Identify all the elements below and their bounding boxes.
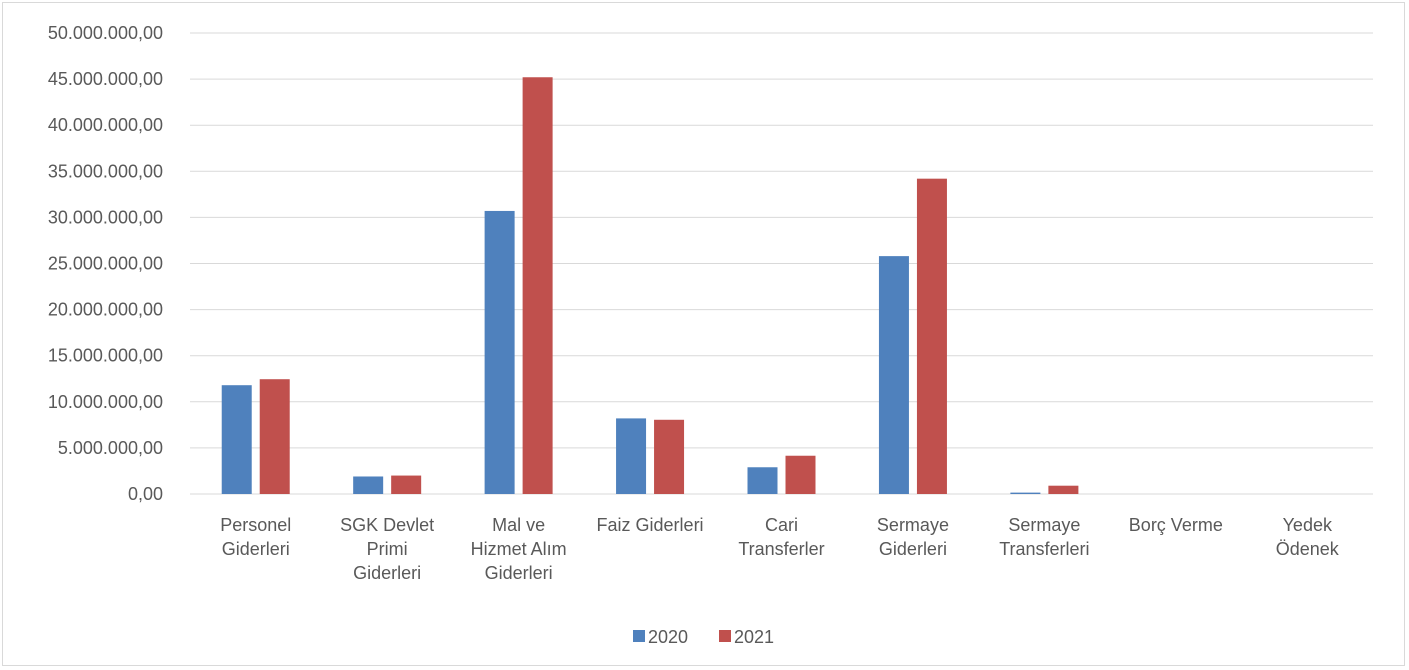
bar-2020-2 [484, 210, 515, 495]
bar-2020-5 [878, 256, 909, 494]
bar-2021-6 [1048, 485, 1079, 494]
category-label: Personel Giderleri [220, 515, 291, 559]
bar-2020-0 [221, 385, 252, 494]
y-tick-label: 0,00 [128, 484, 163, 504]
y-tick-label: 45.000.000,00 [48, 69, 163, 89]
category-label: SGK Devlet Primi Giderleri [340, 515, 434, 583]
y-tick-label: 30.000.000,00 [48, 207, 163, 227]
category-label: Mal ve Hizmet Alım Giderleri [471, 515, 567, 583]
legend-label-2020: 2020 [648, 627, 688, 647]
y-tick-label: 35.000.000,00 [48, 161, 163, 181]
bar-2021-3 [654, 419, 685, 494]
x-axis-category-labels: Personel Giderleri SGK Devlet Primi Giderler… [220, 515, 1340, 583]
y-tick-label: 50.000.000,00 [48, 23, 163, 43]
category-label: Faiz Giderleri [597, 515, 704, 535]
y-tick-label: 15.000.000,00 [48, 346, 163, 366]
y-tick-label: 10.000.000,00 [48, 392, 163, 412]
category-label: Borç Verme [1129, 515, 1223, 535]
legend-label-2021: 2021 [734, 627, 774, 647]
bar-2021-2 [522, 77, 553, 495]
bar-2021-1 [391, 475, 422, 494]
y-tick-label: 5.000.000,00 [58, 438, 163, 458]
legend-swatch-2021 [719, 630, 731, 642]
y-axis-tick-labels: 0,00 5.000.000,00 10.000.000,00 15.000.000,… [48, 23, 163, 504]
bar-2020-1 [353, 476, 384, 494]
bar-2021-5 [916, 178, 947, 494]
category-label: Yedek Ödenek [1276, 515, 1340, 559]
bar-2020-6 [1010, 492, 1041, 494]
bar-2021-0 [259, 379, 290, 494]
bar-2020-4 [747, 467, 778, 494]
bars [221, 77, 1079, 495]
y-tick-label: 40.000.000,00 [48, 115, 163, 135]
category-label: Sermaye Transferleri [999, 515, 1089, 559]
category-label: Cari Transferler [738, 515, 824, 559]
y-tick-label: 20.000.000,00 [48, 300, 163, 320]
bar-2021-4 [785, 455, 816, 494]
bar-2020-3 [616, 418, 647, 494]
category-label: Sermaye Giderleri [877, 515, 949, 559]
y-tick-label: 25.000.000,00 [48, 254, 163, 274]
legend: 2020 2021 [633, 627, 774, 647]
legend-swatch-2020 [633, 630, 645, 642]
gridlines [190, 32, 1373, 495]
